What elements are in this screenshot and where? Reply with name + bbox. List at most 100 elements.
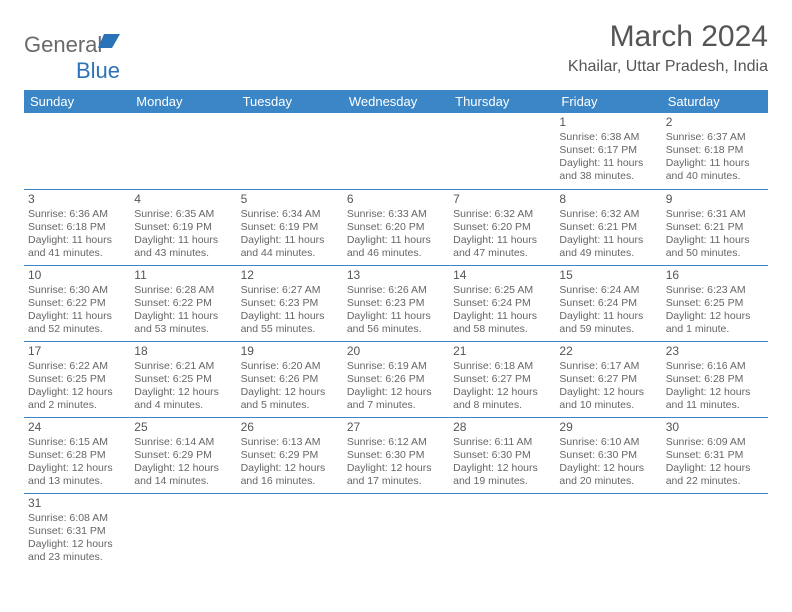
calendar-cell: 27Sunrise: 6:12 AMSunset: 6:30 PMDayligh…: [343, 417, 449, 493]
logo: General Blue: [24, 28, 120, 84]
daylight-text: Daylight: 11 hours and 38 minutes.: [559, 157, 657, 183]
daylight-text: Daylight: 12 hours and 17 minutes.: [347, 462, 445, 488]
calendar-cell: 21Sunrise: 6:18 AMSunset: 6:27 PMDayligh…: [449, 341, 555, 417]
sunset-text: Sunset: 6:25 PM: [28, 373, 126, 386]
daylight-text: Daylight: 11 hours and 58 minutes.: [453, 310, 551, 336]
daylight-text: Daylight: 12 hours and 4 minutes.: [134, 386, 232, 412]
daylight-text: Daylight: 11 hours and 43 minutes.: [134, 234, 232, 260]
calendar-cell: 11Sunrise: 6:28 AMSunset: 6:22 PMDayligh…: [130, 265, 236, 341]
sunset-text: Sunset: 6:18 PM: [666, 144, 764, 157]
sunset-text: Sunset: 6:23 PM: [241, 297, 339, 310]
day-number: 16: [666, 268, 764, 283]
day-number: 27: [347, 420, 445, 435]
daylight-text: Daylight: 11 hours and 40 minutes.: [666, 157, 764, 183]
daylight-text: Daylight: 11 hours and 55 minutes.: [241, 310, 339, 336]
sunset-text: Sunset: 6:19 PM: [134, 221, 232, 234]
daylight-text: Daylight: 12 hours and 13 minutes.: [28, 462, 126, 488]
day-number: 21: [453, 344, 551, 359]
day-number: 18: [134, 344, 232, 359]
calendar-row: 10Sunrise: 6:30 AMSunset: 6:22 PMDayligh…: [24, 265, 768, 341]
sunrise-text: Sunrise: 6:08 AM: [28, 512, 126, 525]
daylight-text: Daylight: 12 hours and 22 minutes.: [666, 462, 764, 488]
calendar-cell: 17Sunrise: 6:22 AMSunset: 6:25 PMDayligh…: [24, 341, 130, 417]
sunrise-text: Sunrise: 6:36 AM: [28, 208, 126, 221]
sunset-text: Sunset: 6:22 PM: [134, 297, 232, 310]
sunset-text: Sunset: 6:29 PM: [241, 449, 339, 462]
logo-text-a: General: [24, 32, 102, 57]
calendar-cell: 22Sunrise: 6:17 AMSunset: 6:27 PMDayligh…: [555, 341, 661, 417]
flag-icon: [98, 28, 120, 42]
sunrise-text: Sunrise: 6:20 AM: [241, 360, 339, 373]
daylight-text: Daylight: 11 hours and 56 minutes.: [347, 310, 445, 336]
header: General Blue March 2024 Khailar, Uttar P…: [24, 20, 768, 90]
day-number: 17: [28, 344, 126, 359]
daylight-text: Daylight: 11 hours and 53 minutes.: [134, 310, 232, 336]
calendar-cell: 28Sunrise: 6:11 AMSunset: 6:30 PMDayligh…: [449, 417, 555, 493]
calendar-cell: [449, 113, 555, 189]
daylight-text: Daylight: 12 hours and 14 minutes.: [134, 462, 232, 488]
calendar-cell: 1Sunrise: 6:38 AMSunset: 6:17 PMDaylight…: [555, 113, 661, 189]
day-number: 12: [241, 268, 339, 283]
calendar-cell: 18Sunrise: 6:21 AMSunset: 6:25 PMDayligh…: [130, 341, 236, 417]
location: Khailar, Uttar Pradesh, India: [568, 58, 768, 76]
day-number: 13: [347, 268, 445, 283]
sunset-text: Sunset: 6:30 PM: [559, 449, 657, 462]
sunrise-text: Sunrise: 6:09 AM: [666, 436, 764, 449]
sunrise-text: Sunrise: 6:28 AM: [134, 284, 232, 297]
day-number: 11: [134, 268, 232, 283]
calendar-cell: 7Sunrise: 6:32 AMSunset: 6:20 PMDaylight…: [449, 189, 555, 265]
calendar-cell: 29Sunrise: 6:10 AMSunset: 6:30 PMDayligh…: [555, 417, 661, 493]
day-number: 26: [241, 420, 339, 435]
calendar-row: 17Sunrise: 6:22 AMSunset: 6:25 PMDayligh…: [24, 341, 768, 417]
day-number: 23: [666, 344, 764, 359]
day-number: 29: [559, 420, 657, 435]
sunrise-text: Sunrise: 6:34 AM: [241, 208, 339, 221]
calendar-cell: 30Sunrise: 6:09 AMSunset: 6:31 PMDayligh…: [662, 417, 768, 493]
calendar-cell: 26Sunrise: 6:13 AMSunset: 6:29 PMDayligh…: [237, 417, 343, 493]
sunset-text: Sunset: 6:19 PM: [241, 221, 339, 234]
sunset-text: Sunset: 6:28 PM: [28, 449, 126, 462]
calendar-cell: [343, 113, 449, 189]
day-number: 8: [559, 192, 657, 207]
day-number: 10: [28, 268, 126, 283]
calendar-cell: 14Sunrise: 6:25 AMSunset: 6:24 PMDayligh…: [449, 265, 555, 341]
daylight-text: Daylight: 12 hours and 2 minutes.: [28, 386, 126, 412]
weekday-header: Thursday: [449, 90, 555, 113]
calendar-cell: 23Sunrise: 6:16 AMSunset: 6:28 PMDayligh…: [662, 341, 768, 417]
day-number: 28: [453, 420, 551, 435]
calendar-cell: 5Sunrise: 6:34 AMSunset: 6:19 PMDaylight…: [237, 189, 343, 265]
calendar-cell: [24, 113, 130, 189]
sunset-text: Sunset: 6:22 PM: [28, 297, 126, 310]
day-number: 9: [666, 192, 764, 207]
calendar-row: 24Sunrise: 6:15 AMSunset: 6:28 PMDayligh…: [24, 417, 768, 493]
sunrise-text: Sunrise: 6:24 AM: [559, 284, 657, 297]
title-block: March 2024 Khailar, Uttar Pradesh, India: [568, 20, 768, 76]
sunset-text: Sunset: 6:27 PM: [453, 373, 551, 386]
daylight-text: Daylight: 12 hours and 19 minutes.: [453, 462, 551, 488]
day-number: 22: [559, 344, 657, 359]
weekday-header: Saturday: [662, 90, 768, 113]
day-number: 1: [559, 115, 657, 130]
calendar-row: 31Sunrise: 6:08 AMSunset: 6:31 PMDayligh…: [24, 493, 768, 569]
calendar-cell: 15Sunrise: 6:24 AMSunset: 6:24 PMDayligh…: [555, 265, 661, 341]
daylight-text: Daylight: 11 hours and 46 minutes.: [347, 234, 445, 260]
daylight-text: Daylight: 11 hours and 47 minutes.: [453, 234, 551, 260]
day-number: 15: [559, 268, 657, 283]
sunset-text: Sunset: 6:27 PM: [559, 373, 657, 386]
day-number: 5: [241, 192, 339, 207]
daylight-text: Daylight: 12 hours and 20 minutes.: [559, 462, 657, 488]
daylight-text: Daylight: 11 hours and 50 minutes.: [666, 234, 764, 260]
sunrise-text: Sunrise: 6:27 AM: [241, 284, 339, 297]
sunrise-text: Sunrise: 6:17 AM: [559, 360, 657, 373]
sunset-text: Sunset: 6:30 PM: [453, 449, 551, 462]
calendar-cell: [343, 493, 449, 569]
day-number: 14: [453, 268, 551, 283]
sunset-text: Sunset: 6:18 PM: [28, 221, 126, 234]
sunset-text: Sunset: 6:28 PM: [666, 373, 764, 386]
calendar-cell: 13Sunrise: 6:26 AMSunset: 6:23 PMDayligh…: [343, 265, 449, 341]
calendar-cell: 19Sunrise: 6:20 AMSunset: 6:26 PMDayligh…: [237, 341, 343, 417]
daylight-text: Daylight: 12 hours and 11 minutes.: [666, 386, 764, 412]
day-number: 20: [347, 344, 445, 359]
sunrise-text: Sunrise: 6:12 AM: [347, 436, 445, 449]
calendar-row: 3Sunrise: 6:36 AMSunset: 6:18 PMDaylight…: [24, 189, 768, 265]
